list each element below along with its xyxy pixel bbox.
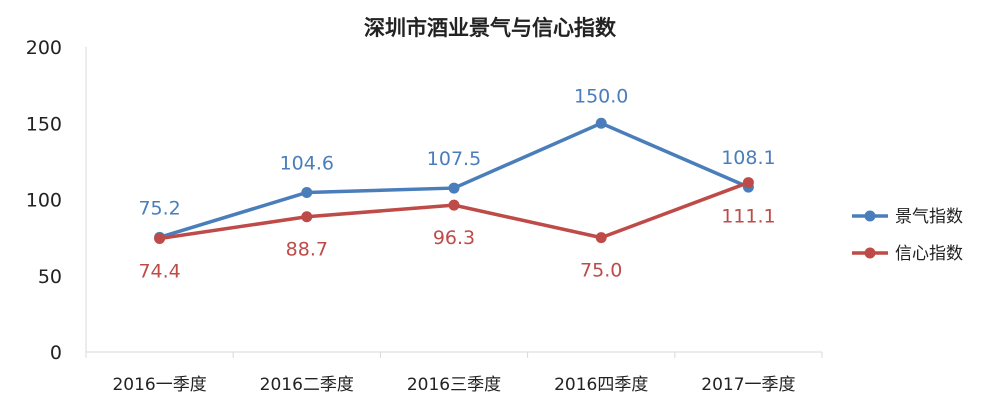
y-tick-label: 150	[26, 113, 62, 135]
data-label: 75.0	[580, 260, 622, 282]
legend-label: 景气指数	[895, 207, 963, 227]
data-label: 88.7	[286, 239, 328, 261]
legend-marker	[864, 247, 876, 259]
data-label: 75.2	[138, 197, 180, 219]
data-label: 96.3	[433, 227, 475, 249]
data-point	[595, 117, 607, 129]
x-tick-label: 2016四季度	[554, 375, 648, 395]
data-point	[301, 186, 313, 198]
data-point	[448, 182, 460, 194]
chart-title: 深圳市酒业景气与信心指数	[364, 16, 617, 40]
data-point	[301, 211, 313, 223]
x-tick-label: 2016三季度	[407, 375, 501, 395]
x-tick-label: 2016一季度	[112, 375, 206, 395]
x-tick-label: 2017一季度	[701, 375, 795, 395]
y-tick-label: 100	[26, 190, 62, 212]
legend-marker	[864, 210, 876, 222]
data-point	[448, 199, 460, 211]
y-tick-label: 200	[26, 37, 62, 59]
data-label: 107.5	[427, 148, 481, 170]
x-axis-ticks: 2016一季度 2016二季度 2016三季度 2016四季度 2017一季度	[85, 352, 823, 395]
data-label: 111.1	[721, 206, 775, 228]
data-label: 74.4	[138, 261, 180, 283]
data-label: 150.0	[574, 85, 628, 107]
data-point	[154, 233, 166, 245]
legend-label: 信心指数	[895, 244, 963, 264]
data-label: 108.1	[721, 147, 775, 169]
data-point	[742, 177, 754, 189]
series-lines	[159, 121, 750, 241]
data-label: 104.6	[280, 152, 334, 174]
series-points	[154, 117, 754, 245]
data-labels: 75.2 104.6 107.5 150.0 108.1 74.4 88.7 96.3 75.0…	[138, 85, 775, 282]
y-tick-label: 0	[50, 342, 62, 364]
y-axis-ticks: 0 50 100 150 200	[26, 37, 62, 364]
y-tick-label: 50	[38, 266, 62, 288]
data-point	[595, 232, 607, 244]
x-tick-label: 2016二季度	[260, 375, 354, 395]
series-line	[159, 121, 750, 239]
